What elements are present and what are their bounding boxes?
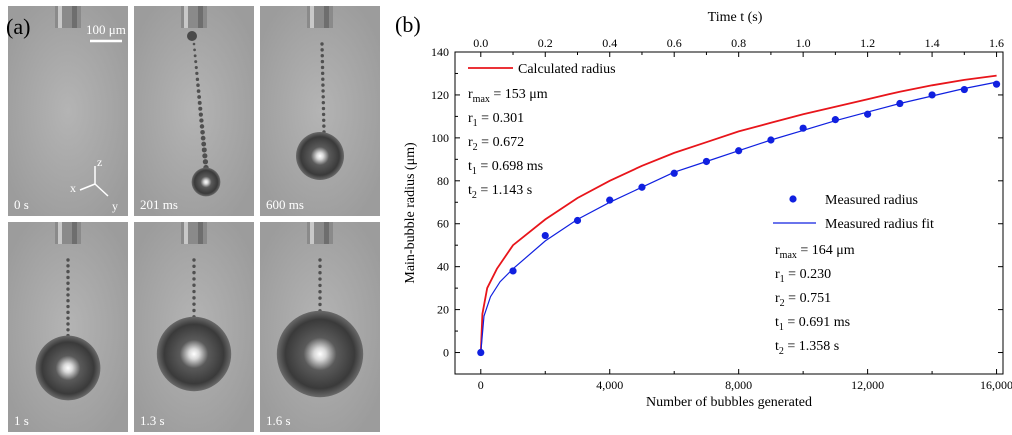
y-tick-label: 80: [437, 174, 449, 188]
image-frame: 1 s: [8, 222, 128, 432]
frame-time-label: 600 ms: [266, 197, 304, 212]
frame-image: [260, 6, 380, 216]
image-frame: 201 ms: [134, 6, 254, 216]
legend-label-fit: Measured radius fit: [825, 217, 934, 232]
top-tick-label: 0.4: [602, 36, 617, 50]
y-axis-label: Main-bubble radius (μm): [403, 142, 418, 284]
x-axis-label: Number of bubbles generated: [646, 395, 812, 410]
bubble: [296, 132, 344, 180]
frame-image: [8, 222, 128, 432]
x-tick-label: 12,000: [851, 378, 884, 392]
image-frame: 600 ms: [260, 6, 380, 216]
panel-a: z x y 100 μm 0 s 201 ms 600 ms 1 s 1.3 s 1.6 s (a…: [0, 0, 395, 432]
calc-param: t1 = 0.698 ms: [468, 159, 543, 177]
y-tick-label: 140: [431, 45, 449, 59]
top-tick-label: 1.0: [796, 36, 811, 50]
top-tick-label: 0.6: [667, 36, 682, 50]
scale-bar-label: 100 μm: [86, 22, 126, 37]
meas-param: t1 = 0.691 ms: [775, 315, 850, 333]
calc-param: t2 = 1.143 s: [468, 183, 532, 201]
data-point: [477, 348, 485, 357]
calc-param: r2 = 0.672: [468, 135, 524, 153]
bubble: [191, 167, 221, 197]
axis-arrow: [94, 183, 109, 197]
chart-svg: 0 20 40 60 80 100 120 140 0 4,000 8,000 12,000 16,00…: [403, 10, 1012, 410]
data-point: [509, 267, 517, 275]
frame-time-label: 0 s: [14, 197, 29, 212]
bubble: [35, 335, 101, 401]
axis-label-z: z: [97, 155, 102, 169]
frame-time-label: 1 s: [14, 413, 29, 428]
bubble: [276, 310, 364, 398]
top-axis-label: Time t (s): [708, 10, 763, 25]
legend-label-measured: Measured radius: [825, 193, 918, 208]
plot-frame: [454, 51, 1004, 375]
y-tick-label: 0: [443, 346, 449, 360]
frame-image: [134, 222, 254, 432]
x-tick-label: 16,000: [980, 378, 1012, 392]
frame-time-label: 1.6 s: [266, 413, 291, 428]
image-frame: 1.3 s: [134, 222, 254, 432]
image-frame: z x y 100 μm 0 s: [8, 6, 128, 216]
frame-image: [260, 222, 380, 432]
frame-time-label: 1.3 s: [140, 413, 165, 428]
x-tick-label: 0: [478, 378, 484, 392]
axis-label-y: y: [112, 199, 118, 213]
meas-param: t2 = 1.358 s: [775, 339, 839, 357]
frame-time-label: 201 ms: [140, 197, 178, 212]
bubble: [156, 316, 232, 392]
top-tick-label: 1.6: [989, 36, 1004, 50]
y-tick-label: 60: [437, 217, 449, 231]
panel-b: (b) 0 20 40 60 80 100 120 140 0 4,000 8,000 12,000 1…: [395, 0, 1012, 430]
panel-b-label: (b): [395, 12, 421, 37]
y-tick-label: 120: [431, 88, 449, 102]
axis-label-x: x: [70, 181, 76, 195]
calc-param: rmax = 153 μm: [468, 87, 548, 105]
top-tick-label: 1.4: [925, 36, 940, 50]
top-tick-label: 0.2: [538, 36, 553, 50]
data-point: [992, 80, 1001, 88]
calc-param: r1 = 0.301: [468, 111, 524, 129]
meas-param: r2 = 0.751: [775, 291, 831, 309]
legend-label-calculated: Calculated radius: [518, 62, 616, 77]
x-tick-label: 4,000: [596, 378, 623, 392]
top-tick-label: 1.2: [860, 36, 875, 50]
y-tick-label: 20: [437, 303, 449, 317]
meas-param: rmax = 164 μm: [775, 243, 855, 261]
series-line: [480, 81, 997, 353]
y-tick-label: 40: [437, 260, 449, 274]
panel-a-label: (a): [6, 14, 31, 39]
image-frame: 1.6 s: [260, 222, 380, 432]
top-tick-label: 0.0: [473, 36, 488, 50]
frame-image: z x y: [8, 6, 128, 216]
data-point: [541, 231, 549, 240]
y-tick-label: 100: [431, 131, 449, 145]
series-line: [479, 74, 997, 353]
top-tick-label: 0.8: [731, 36, 746, 50]
frame-image: [134, 6, 254, 216]
axis-arrow: [79, 183, 96, 191]
legend-marker-measured: [789, 195, 797, 203]
meas-param: r1 = 0.230: [775, 267, 831, 285]
x-tick-label: 8,000: [725, 378, 752, 392]
